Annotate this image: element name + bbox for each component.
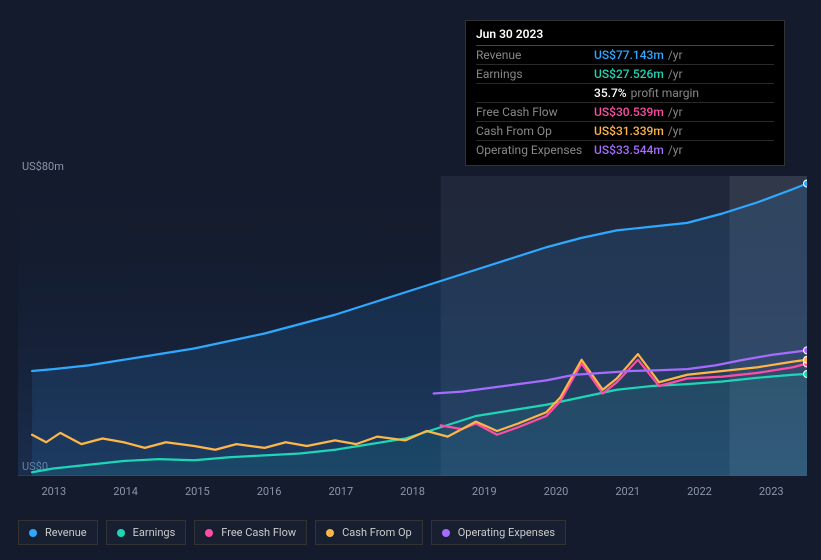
legend-label: Revenue — [45, 526, 87, 539]
tooltip-row: Operating ExpensesUS$33.544m/yr — [476, 140, 774, 159]
xaxis: 2013201420152016201720182019202020212022… — [18, 485, 807, 498]
tooltip-row: Free Cash FlowUS$30.539m/yr — [476, 102, 774, 121]
legend-dot-icon — [205, 529, 213, 537]
legend-label: Earnings — [133, 526, 176, 539]
xaxis-tick: 2014 — [90, 485, 162, 498]
legend-label: Free Cash Flow — [221, 526, 296, 539]
tooltip-profit-pct: 35.7% — [594, 86, 627, 100]
xaxis-tick: 2018 — [377, 485, 449, 498]
xaxis-tick: 2019 — [448, 485, 520, 498]
legend-item[interactable]: Revenue — [18, 520, 98, 545]
tooltip-profit-row: 35.7% profit margin — [476, 83, 774, 102]
xaxis-tick: 2016 — [233, 485, 305, 498]
tooltip-label: Earnings — [476, 67, 594, 81]
tooltip-label: Operating Expenses — [476, 143, 594, 157]
xaxis-tick: 2023 — [735, 485, 807, 498]
legend-label: Cash From Op — [342, 526, 412, 539]
yaxis-label-top: US$80m — [22, 160, 64, 173]
legend-item[interactable]: Cash From Op — [315, 520, 423, 545]
tooltip-date: Jun 30 2023 — [476, 27, 774, 45]
xaxis-tick: 2021 — [592, 485, 664, 498]
tooltip-value: US$30.539m — [594, 105, 664, 119]
legend-item[interactable]: Operating Expenses — [431, 520, 566, 545]
tooltip-unit: /yr — [668, 48, 683, 62]
xaxis-tick: 2020 — [520, 485, 592, 498]
tooltip-row: EarningsUS$27.526m/yr — [476, 64, 774, 83]
financial-chart[interactable] — [18, 176, 807, 476]
chart-tooltip: Jun 30 2023 RevenueUS$77.143m/yrEarnings… — [465, 20, 785, 166]
tooltip-value: US$77.143m — [594, 48, 664, 62]
tooltip-row: Cash From OpUS$31.339m/yr — [476, 121, 774, 140]
tooltip-unit: /yr — [668, 143, 683, 157]
tooltip-value: US$33.544m — [594, 143, 664, 157]
tooltip-row: RevenueUS$77.143m/yr — [476, 45, 774, 64]
legend-dot-icon — [326, 529, 334, 537]
tooltip-value: US$31.339m — [594, 124, 664, 138]
tooltip-unit: /yr — [668, 105, 683, 119]
legend-dot-icon — [442, 529, 450, 537]
xaxis-tick: 2013 — [18, 485, 90, 498]
tooltip-unit: /yr — [668, 124, 683, 138]
legend-label: Operating Expenses — [458, 526, 555, 539]
xaxis-tick: 2022 — [664, 485, 736, 498]
legend-item[interactable]: Free Cash Flow — [194, 520, 307, 545]
tooltip-unit: /yr — [668, 67, 683, 81]
legend-dot-icon — [29, 529, 37, 537]
legend-item[interactable]: Earnings — [106, 520, 187, 545]
xaxis-tick: 2017 — [305, 485, 377, 498]
xaxis-tick: 2015 — [161, 485, 233, 498]
chart-legend: Revenue Earnings Free Cash Flow Cash From O… — [18, 520, 566, 545]
tooltip-value: US$27.526m — [594, 67, 664, 81]
legend-dot-icon — [117, 529, 125, 537]
tooltip-profit-label: profit margin — [631, 86, 699, 100]
tooltip-label: Revenue — [476, 48, 594, 62]
tooltip-label: Free Cash Flow — [476, 105, 594, 119]
tooltip-label: Cash From Op — [476, 124, 594, 138]
